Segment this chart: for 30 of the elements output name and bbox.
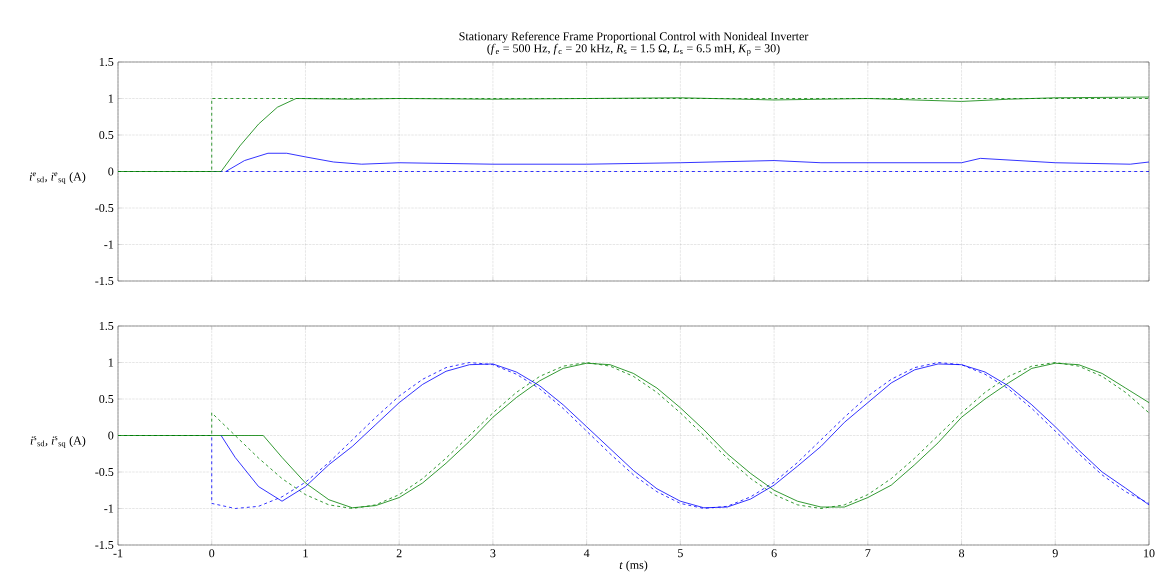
chart-title: Stationary Reference Frame Proportional Control with Nonideal Inverter: [459, 31, 809, 43]
text: (f$_{e}$ = 500 Hz, f$_{c}$ = 20 kHz, R$_{s}$ = 1.5 Ω, L$_{s}$ = 6.5 mH, K$_{p}$ = 30): [487, 43, 780, 56]
x-tick-label: 8: [959, 549, 965, 558]
y-tick-label: 0: [108, 431, 114, 440]
x-axis-title: t (ms): [619, 560, 648, 572]
y-tick-label: -1: [104, 504, 114, 513]
x-tick-label: 5: [678, 549, 683, 558]
y-tick-label: 1: [108, 358, 114, 367]
x-tick-label: 0: [209, 549, 215, 558]
y-tick-label: 1.5: [99, 321, 114, 331]
x-tick-label: 7: [865, 549, 871, 558]
x-tick-label: 4: [583, 549, 590, 558]
y-tick-label: 0.5: [99, 130, 114, 140]
x-tick-label: 6: [771, 549, 777, 558]
y-axis-title: i$^{s}$$_{sd}$, i$^{s}$$_{sq}$ (A): [30, 436, 86, 449]
y-tick-label: -1.5: [95, 540, 114, 550]
x-tick-label: 2: [396, 549, 402, 558]
x-tick-label: 9: [1052, 549, 1058, 558]
y-axis-title: i$^{e}$$_{sd}$, i$^{e}$$_{sq}$ (A): [29, 172, 86, 185]
y-tick-label: 0: [108, 167, 114, 176]
y-tick-label: -1.5: [95, 276, 114, 286]
x-tick-label: 1: [303, 549, 308, 558]
y-tick-label: 0.5: [99, 394, 114, 404]
y-tick-label: 1: [108, 94, 114, 103]
x-tick-label: 10: [1144, 549, 1155, 558]
y-tick-label: 1.5: [99, 57, 114, 67]
x-tick-label: 3: [490, 549, 496, 558]
y-tick-label: -0.5: [95, 203, 114, 213]
y-tick-label: -0.5: [95, 467, 114, 477]
y-tick-label: -1: [104, 240, 114, 249]
